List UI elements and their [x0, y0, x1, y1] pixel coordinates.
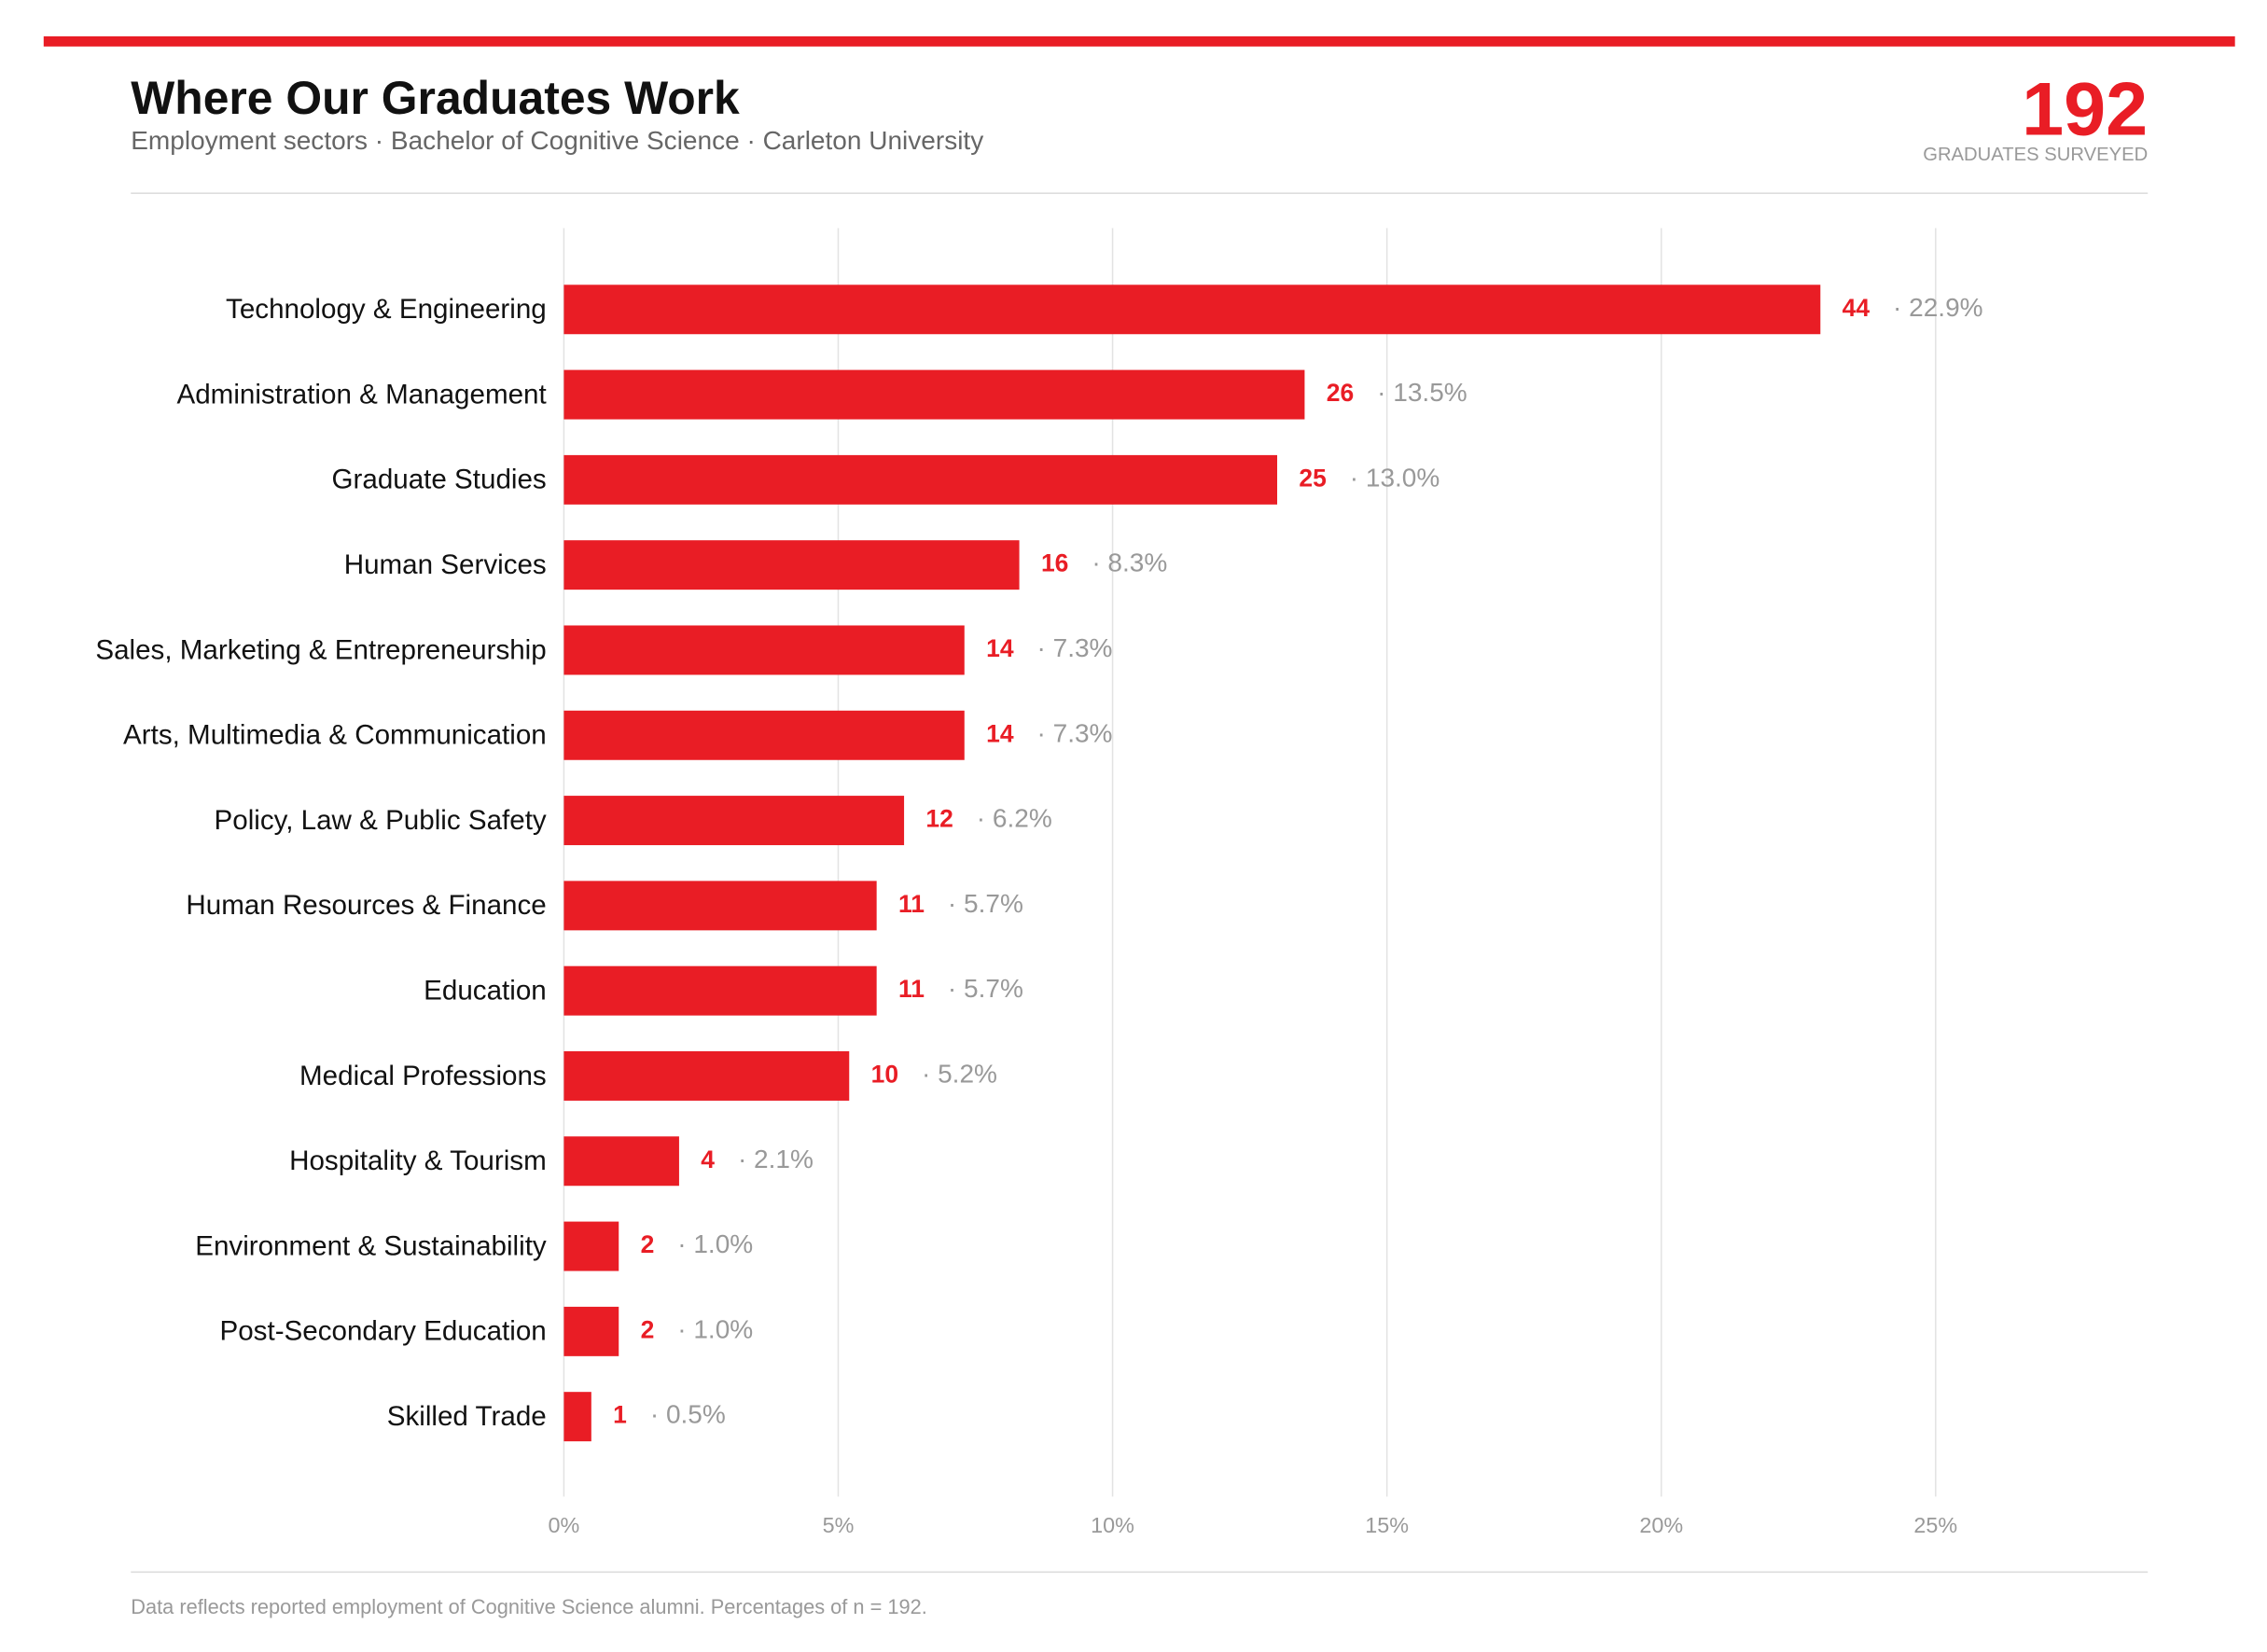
bar-label: 12 · 6.2% [925, 804, 1051, 833]
y-tick-label: Human Resources & Finance [186, 890, 546, 921]
count-label: 11 [898, 975, 925, 1003]
count-label: 10 [871, 1060, 898, 1088]
value-label: · 13.0% [1350, 464, 1440, 493]
count-label: 44 [1843, 294, 1871, 322]
value-label: · 2.1% [738, 1145, 814, 1173]
y-tick-label: Environment & Sustainability [195, 1230, 547, 1261]
y-tick-label: Administration & Management [177, 379, 547, 410]
x-tick-label: 10% [1091, 1513, 1134, 1537]
value-label: · 5.7% [948, 975, 1023, 1004]
bar [563, 1221, 619, 1271]
bar [563, 454, 1278, 505]
count-label: 14 [986, 719, 1014, 747]
y-tick-label: Technology & Engineering [226, 294, 547, 325]
y-tick-label: Medical Professions [299, 1061, 547, 1091]
count-label: 2 [641, 1315, 655, 1343]
bar [563, 540, 1020, 590]
value-label: · 0.5% [650, 1400, 726, 1429]
x-tick-label: 5% [823, 1513, 855, 1537]
value-label: · 22.9% [1893, 293, 1983, 322]
top-rule [43, 35, 2235, 47]
y-tick-label: Education [424, 976, 547, 1006]
y-tick-label: Policy, Law & Public Safety [215, 805, 547, 836]
kpi-label: GRADUATES SURVEYED [1923, 145, 2148, 165]
y-tick-label: Sales, Marketing & Entrepreneurship [95, 634, 546, 665]
kpi-value: 192 [2022, 67, 2148, 151]
bar-label: 44 · 22.9% [1843, 293, 1983, 322]
value-label: · 1.0% [677, 1229, 753, 1258]
value-label: · 7.3% [1037, 719, 1113, 748]
chart-subtitle: Employment sectors · Bachelor of Cogniti… [131, 126, 983, 155]
y-tick-label: Arts, Multimedia & Communication [123, 720, 547, 751]
chart-title: Where Our Graduates Work [131, 72, 740, 124]
bar [563, 369, 1305, 420]
value-label: · 1.0% [677, 1315, 753, 1344]
bar [563, 710, 965, 760]
bar [563, 881, 877, 931]
bar [563, 1392, 591, 1442]
count-label: 11 [898, 890, 925, 918]
x-tick-label: 25% [1913, 1513, 1957, 1537]
y-tick-label: Post-Secondary Education [220, 1316, 547, 1347]
x-tick-label: 20% [1639, 1513, 1683, 1537]
y-tick-label: Hospitality & Tourism [289, 1145, 547, 1176]
bar-label: 10 · 5.2% [871, 1060, 997, 1089]
x-tick-label: 0% [549, 1513, 580, 1537]
count-label: 12 [925, 805, 953, 833]
count-label: 25 [1299, 464, 1326, 492]
count-label: 26 [1327, 379, 1354, 407]
bar-label: 25 · 13.0% [1299, 464, 1439, 493]
count-label: 4 [701, 1145, 715, 1173]
y-tick-label: Human Services [344, 549, 547, 580]
bar [563, 1050, 850, 1101]
bar [563, 1136, 679, 1187]
y-tick-label: Skilled Trade [387, 1401, 547, 1432]
value-label: · 6.2% [977, 804, 1052, 833]
bar-label: 11 · 5.7% [898, 889, 1023, 918]
bar-label: 26 · 13.5% [1327, 378, 1467, 407]
x-tick-label: 15% [1365, 1513, 1409, 1537]
count-label: 16 [1041, 549, 1068, 577]
bar [563, 285, 1821, 335]
bar [563, 625, 965, 675]
y-tick-label: Graduate Studies [332, 465, 547, 495]
bar [563, 796, 905, 846]
footnote: Data reflects reported employment of Cog… [131, 1595, 927, 1618]
value-label: · 8.3% [1092, 548, 1167, 577]
bar-label: 4 · 2.1% [701, 1145, 814, 1173]
bar-label: 14 · 7.3% [986, 719, 1112, 748]
bar-label: 2 · 1.0% [641, 1229, 754, 1258]
value-label: · 5.2% [922, 1060, 997, 1089]
bar-label: 1 · 0.5% [613, 1400, 726, 1429]
bar [563, 1306, 619, 1356]
count-label: 2 [641, 1230, 655, 1258]
value-label: · 13.5% [1377, 378, 1467, 407]
bar-label: 2 · 1.0% [641, 1315, 754, 1344]
bar-label: 11 · 5.7% [898, 975, 1023, 1004]
bar [563, 965, 877, 1016]
value-label: · 7.3% [1037, 633, 1113, 662]
bar-label: 16 · 8.3% [1041, 548, 1167, 577]
count-label: 14 [986, 634, 1014, 662]
count-label: 1 [613, 1401, 627, 1429]
value-label: · 5.7% [948, 889, 1023, 918]
bar-label: 14 · 7.3% [986, 633, 1112, 662]
